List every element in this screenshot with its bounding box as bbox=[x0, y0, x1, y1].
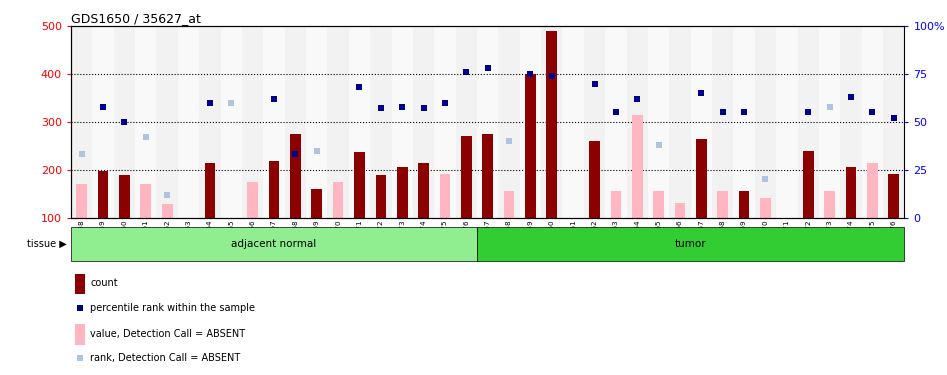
Bar bbox=[114, 26, 135, 218]
Bar bbox=[627, 26, 648, 218]
Bar bbox=[733, 26, 755, 218]
Bar bbox=[178, 26, 199, 218]
Bar bbox=[456, 26, 477, 218]
Text: tumor: tumor bbox=[675, 239, 706, 249]
Bar bbox=[498, 26, 520, 218]
Bar bbox=[370, 26, 391, 218]
Bar bbox=[328, 26, 348, 218]
Bar bbox=[670, 26, 690, 218]
Bar bbox=[541, 26, 563, 218]
Bar bbox=[77, 184, 87, 218]
Bar bbox=[712, 26, 733, 218]
Bar bbox=[263, 26, 285, 218]
Bar bbox=[269, 161, 279, 218]
Bar bbox=[739, 191, 749, 217]
Bar bbox=[135, 26, 156, 218]
Bar bbox=[862, 26, 883, 218]
Bar bbox=[563, 26, 584, 218]
Bar bbox=[653, 191, 664, 217]
Bar bbox=[504, 191, 514, 217]
Bar bbox=[140, 184, 152, 218]
Text: tissue ▶: tissue ▶ bbox=[27, 239, 66, 249]
Bar bbox=[348, 26, 370, 218]
Bar bbox=[306, 26, 328, 218]
Bar bbox=[312, 189, 322, 217]
Bar bbox=[354, 152, 365, 217]
Bar bbox=[482, 134, 493, 218]
Bar bbox=[93, 26, 114, 218]
Bar bbox=[605, 26, 627, 218]
Bar bbox=[819, 26, 840, 218]
Bar bbox=[632, 115, 643, 218]
Bar bbox=[690, 26, 712, 218]
Bar bbox=[589, 141, 599, 218]
Bar bbox=[696, 139, 706, 218]
Text: adjacent normal: adjacent normal bbox=[231, 239, 316, 249]
Bar bbox=[840, 26, 862, 218]
Bar bbox=[461, 136, 472, 218]
Bar bbox=[199, 26, 221, 218]
Bar bbox=[797, 26, 819, 218]
Bar bbox=[71, 26, 93, 218]
Text: percentile rank within the sample: percentile rank within the sample bbox=[90, 303, 255, 313]
Bar bbox=[242, 26, 263, 218]
Bar bbox=[611, 191, 621, 217]
Bar bbox=[883, 26, 904, 218]
Bar bbox=[247, 182, 258, 218]
Bar bbox=[867, 162, 878, 218]
Bar bbox=[156, 26, 178, 218]
Bar bbox=[162, 204, 172, 218]
Bar bbox=[413, 26, 435, 218]
Bar bbox=[397, 167, 407, 217]
Bar bbox=[119, 176, 130, 217]
Bar bbox=[71, 227, 477, 261]
Bar bbox=[205, 164, 215, 218]
Bar bbox=[888, 174, 899, 217]
Bar bbox=[584, 26, 605, 218]
Bar bbox=[285, 26, 306, 218]
Bar bbox=[435, 26, 456, 218]
Bar bbox=[98, 171, 108, 217]
Bar bbox=[546, 31, 557, 217]
Bar bbox=[777, 26, 797, 218]
Bar bbox=[439, 174, 451, 217]
Bar bbox=[221, 26, 242, 218]
Bar bbox=[477, 227, 904, 261]
Bar bbox=[718, 191, 728, 217]
Text: value, Detection Call = ABSENT: value, Detection Call = ABSENT bbox=[90, 329, 245, 339]
Bar bbox=[75, 324, 85, 345]
Bar bbox=[332, 182, 344, 218]
Bar bbox=[376, 176, 386, 217]
Bar bbox=[75, 274, 85, 294]
Bar bbox=[391, 26, 413, 218]
Bar bbox=[803, 150, 813, 217]
Bar bbox=[290, 134, 301, 218]
Bar bbox=[674, 203, 686, 217]
Bar bbox=[648, 26, 670, 218]
Bar bbox=[525, 74, 536, 217]
Bar bbox=[824, 191, 835, 217]
Bar bbox=[477, 26, 498, 218]
Text: count: count bbox=[90, 278, 117, 288]
Text: GDS1650 / 35627_at: GDS1650 / 35627_at bbox=[71, 12, 201, 25]
Bar bbox=[755, 26, 777, 218]
Bar bbox=[846, 167, 856, 217]
Bar bbox=[419, 164, 429, 218]
Bar bbox=[760, 198, 771, 217]
Bar bbox=[520, 26, 541, 218]
Text: rank, Detection Call = ABSENT: rank, Detection Call = ABSENT bbox=[90, 353, 241, 363]
